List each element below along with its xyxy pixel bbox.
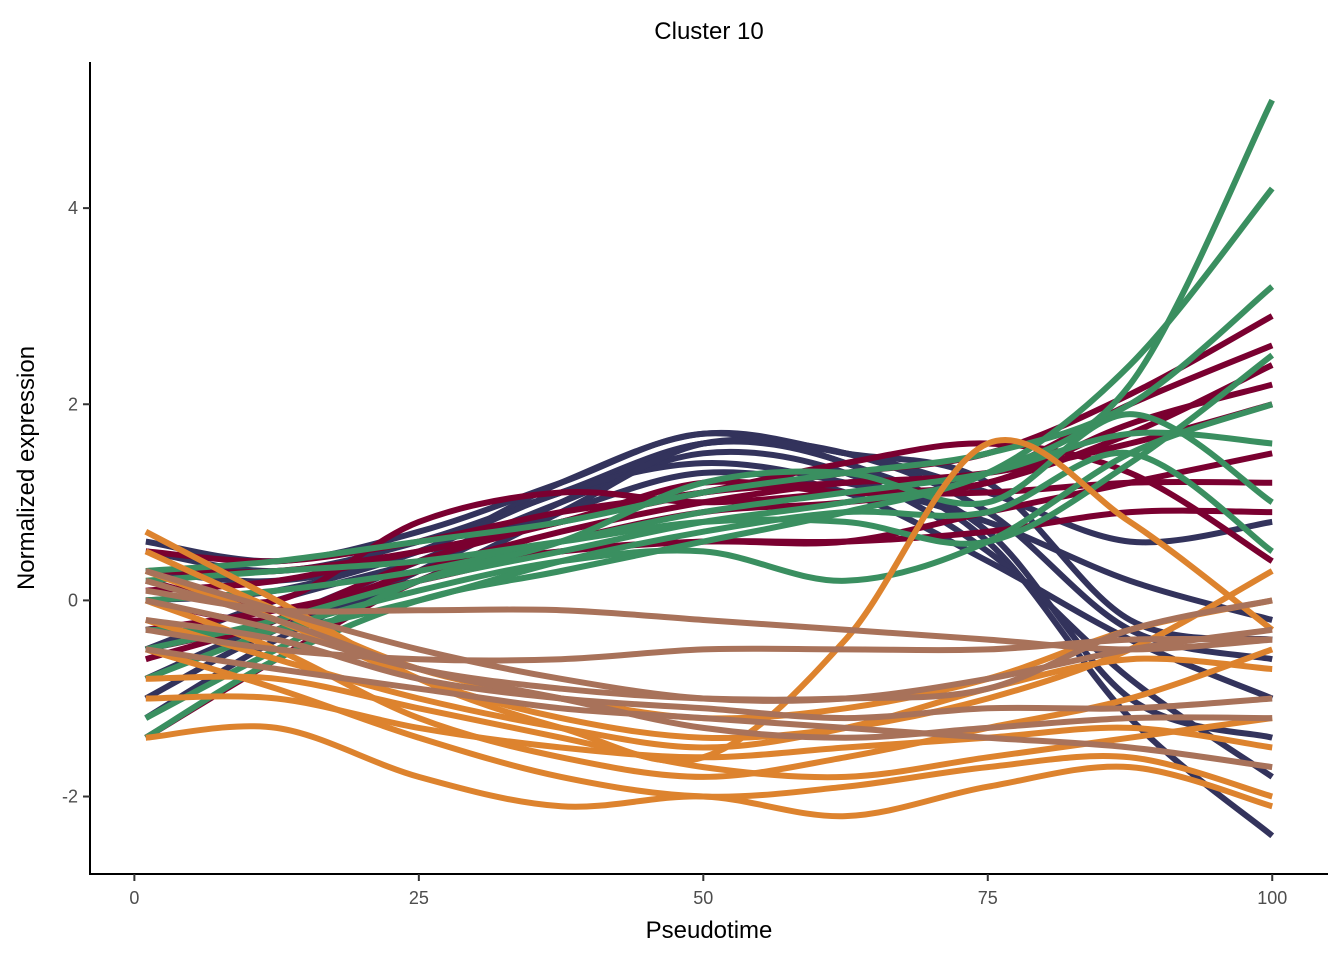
series-line-brown-7 — [144, 577, 1273, 741]
x-tick-label: 100 — [1257, 888, 1287, 908]
y-tick-label: 0 — [68, 590, 78, 610]
y-axis-label: Normalized expression — [13, 346, 40, 590]
plot-lines — [144, 98, 1275, 839]
x-tick-label: 75 — [978, 888, 998, 908]
chart-title: Cluster 10 — [654, 18, 763, 45]
series-line-orange-6 — [145, 693, 1273, 761]
series-line-green-3 — [145, 284, 1275, 574]
y-tick-label: 2 — [68, 394, 78, 414]
series-line-brown-5 — [145, 597, 1273, 703]
x-tick-label: 25 — [409, 888, 429, 908]
series-line-green-8 — [145, 352, 1275, 584]
axis-ticks: 0 25 50 75 100 -2 0 2 4 — [62, 198, 1287, 908]
x-tick-label: 0 — [129, 888, 139, 908]
x-axis-label: Pseudotime — [646, 917, 773, 944]
series-line-green-5 — [145, 429, 1273, 604]
y-tick-label: 4 — [68, 198, 78, 218]
series-line-brown-6 — [145, 617, 1273, 722]
x-tick-label: 50 — [693, 888, 713, 908]
series-line-brown-4 — [145, 646, 1273, 771]
y-tick-label: -2 — [62, 787, 78, 807]
